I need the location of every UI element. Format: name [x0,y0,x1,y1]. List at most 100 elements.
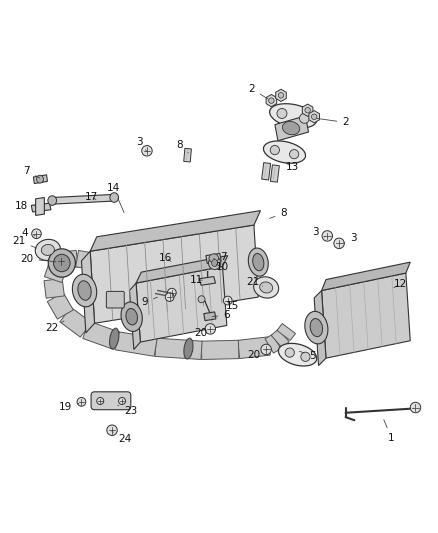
Polygon shape [206,253,221,263]
Polygon shape [314,290,326,366]
Ellipse shape [110,328,119,349]
Polygon shape [277,324,296,341]
Polygon shape [107,260,131,282]
Ellipse shape [310,319,323,337]
Circle shape [142,146,152,156]
Circle shape [165,293,174,302]
Polygon shape [54,253,70,271]
Text: 16: 16 [159,253,173,263]
Text: 20: 20 [247,350,266,360]
Polygon shape [265,334,281,353]
Ellipse shape [253,254,264,271]
Text: 10: 10 [216,262,229,272]
Polygon shape [204,312,216,321]
Ellipse shape [270,104,317,128]
Polygon shape [261,163,271,180]
Ellipse shape [212,260,218,266]
Circle shape [223,296,232,305]
Ellipse shape [36,175,43,183]
Text: 22: 22 [46,321,64,333]
Ellipse shape [305,311,328,344]
Polygon shape [136,256,228,283]
Ellipse shape [263,141,306,163]
Circle shape [56,256,66,266]
Polygon shape [184,148,191,162]
Text: 20: 20 [194,328,210,338]
Circle shape [261,344,272,354]
Polygon shape [33,175,47,183]
Circle shape [167,288,176,297]
Ellipse shape [53,254,70,272]
Text: 24: 24 [112,432,132,444]
Polygon shape [155,338,202,359]
Ellipse shape [78,281,91,300]
Text: 2: 2 [248,84,268,99]
Text: 3: 3 [312,228,325,237]
Ellipse shape [209,254,219,263]
Circle shape [301,352,310,361]
Circle shape [285,348,294,357]
FancyBboxPatch shape [106,292,124,308]
Circle shape [334,238,344,248]
Polygon shape [201,340,239,359]
Ellipse shape [41,245,54,255]
Polygon shape [266,94,277,107]
Text: 12: 12 [394,279,407,289]
Polygon shape [302,104,313,116]
Ellipse shape [279,343,317,366]
Circle shape [198,296,205,303]
Polygon shape [47,293,73,319]
Text: 13: 13 [286,162,299,172]
Text: 2: 2 [317,117,349,127]
Polygon shape [115,332,157,357]
Polygon shape [60,307,91,337]
Polygon shape [31,203,51,212]
Ellipse shape [48,249,75,277]
Polygon shape [44,278,64,298]
Text: 3: 3 [343,233,357,244]
Polygon shape [121,270,138,286]
Polygon shape [309,111,319,123]
Polygon shape [199,277,215,285]
Polygon shape [76,251,94,270]
Ellipse shape [208,256,221,270]
Ellipse shape [260,282,272,293]
Text: 21: 21 [12,236,36,248]
Polygon shape [35,198,44,215]
Text: 11: 11 [190,274,203,285]
Circle shape [268,98,274,103]
Ellipse shape [254,277,279,298]
Polygon shape [90,253,113,275]
FancyBboxPatch shape [91,392,131,410]
Ellipse shape [72,274,97,307]
Circle shape [270,146,279,155]
Ellipse shape [184,338,193,359]
Text: 3: 3 [136,137,147,152]
Circle shape [107,425,117,435]
Text: 7: 7 [214,252,227,262]
Text: 14: 14 [107,183,124,213]
Circle shape [205,324,215,334]
Polygon shape [81,251,95,333]
Circle shape [278,93,284,98]
Circle shape [290,150,299,159]
Polygon shape [321,262,410,290]
Ellipse shape [283,122,300,135]
Circle shape [410,402,421,413]
Polygon shape [270,165,279,182]
Ellipse shape [48,196,57,205]
Circle shape [97,398,104,405]
Polygon shape [237,337,270,359]
Polygon shape [64,251,78,268]
Circle shape [32,229,41,239]
Text: 20: 20 [20,254,56,264]
Circle shape [277,109,287,118]
Text: 9: 9 [141,297,158,308]
Circle shape [322,231,332,241]
Polygon shape [44,261,67,282]
Polygon shape [52,195,115,204]
Text: 8: 8 [177,140,188,153]
Polygon shape [276,89,286,101]
Circle shape [119,398,126,405]
Ellipse shape [126,309,138,325]
